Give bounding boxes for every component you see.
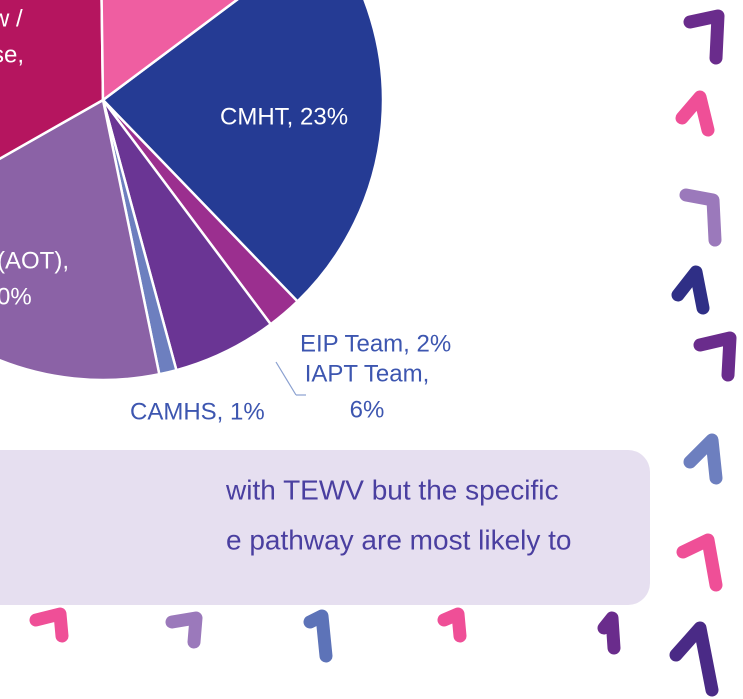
slice-label: CMHT, 23%	[220, 103, 348, 130]
slice-label: w /	[0, 5, 23, 32]
slice-label: (AOT),	[0, 247, 69, 274]
slice-label: 0%	[0, 283, 32, 310]
slice-label: CAMHS, 1%	[130, 398, 265, 425]
note-line: e pathway are most likely to	[226, 524, 572, 555]
slice-label: se,	[0, 41, 24, 68]
slice-label: EIP Team, 2%	[300, 330, 451, 357]
slice-label: IAPT Team,	[305, 360, 430, 387]
chart: CMHT, 23% EIP Team, 2% IAPT Team, 6% CAMHS, …	[0, 0, 743, 699]
note-line: with TEWV but the specific	[225, 474, 559, 505]
leader-line	[276, 362, 296, 395]
slice-label: 6%	[350, 396, 385, 423]
pie	[0, 0, 383, 380]
